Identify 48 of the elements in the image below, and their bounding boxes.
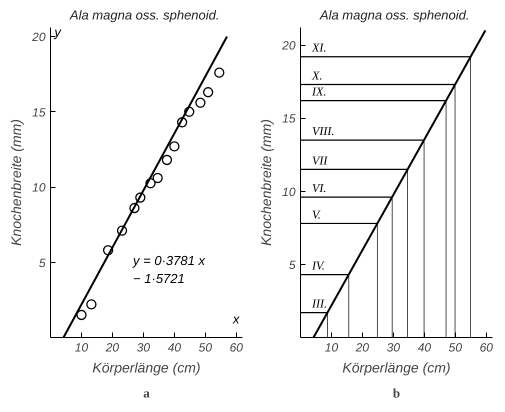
x-axis-title: Körperlänge (cm) — [92, 360, 201, 376]
annotation: y — [53, 24, 62, 40]
annotation: y = 0·3781 x − 1·5721 — [132, 252, 206, 286]
ref-line-label: VI. — [312, 181, 326, 196]
y-axis-title: Knochenbreite (mm) — [8, 119, 24, 246]
x-tick-label: 50 — [198, 340, 212, 354]
y-tick-label: 15 — [32, 105, 46, 120]
y-axis-title: Knochenbreite (mm) — [258, 119, 274, 246]
ref-line-label: IV. — [311, 258, 326, 273]
chart-title: Ala magna oss. sphenoid. — [318, 8, 470, 22]
x-tick-label: 60 — [480, 340, 494, 354]
x-tick-label: 60 — [230, 340, 244, 354]
x-tick-label: 30 — [136, 340, 150, 354]
point — [152, 172, 163, 184]
y-tick-label: 10 — [282, 184, 296, 199]
point — [86, 299, 97, 310]
y-tick-label: 5 — [38, 256, 46, 270]
x-tick-label: 20 — [354, 340, 370, 354]
x-tick-label: 40 — [168, 340, 182, 354]
x-tick-label: 20 — [104, 340, 120, 354]
ref-line-label: XI. — [311, 40, 326, 55]
y-tick-label: 20 — [31, 30, 46, 44]
ref-line-label: V. — [312, 207, 322, 222]
ref-line-label: IX. — [311, 84, 326, 99]
point — [169, 141, 180, 152]
annotation: x — [232, 311, 240, 326]
ref-line-label: VII — [312, 153, 328, 168]
x-tick-label: 10 — [324, 340, 338, 354]
x-tick-label: 50 — [448, 340, 462, 354]
point — [162, 154, 172, 166]
ref-line-label: X. — [311, 68, 322, 83]
point — [195, 98, 206, 108]
ref-line-label: VIII. — [312, 124, 334, 138]
text: a — [143, 386, 150, 400]
x-tick-label: 40 — [418, 340, 432, 354]
point — [202, 87, 214, 98]
y-tick-label: 15 — [282, 112, 296, 126]
x-tick-label: 30 — [386, 340, 400, 354]
x-axis-title: Körperlänge (cm) — [342, 360, 451, 376]
point — [214, 68, 224, 78]
text: b — [392, 386, 400, 400]
ref-line-label: III. — [311, 296, 328, 311]
y-tick-label: 5 — [288, 258, 296, 272]
y-tick-label: 20 — [281, 38, 296, 53]
x-tick-label: 10 — [74, 340, 88, 354]
chart-title: Ala magna oss. sphenoid. — [68, 8, 220, 22]
point — [76, 310, 87, 320]
y-tick-label: 10 — [32, 180, 46, 195]
